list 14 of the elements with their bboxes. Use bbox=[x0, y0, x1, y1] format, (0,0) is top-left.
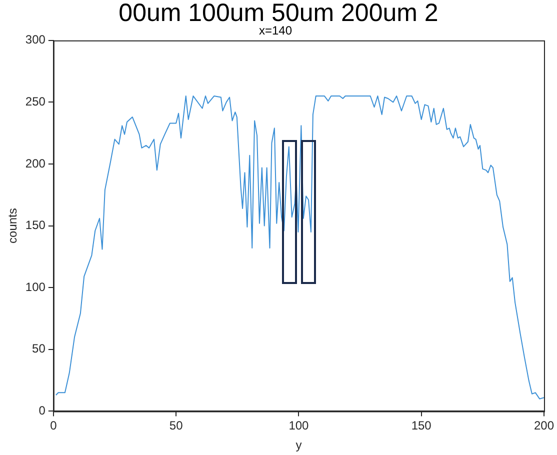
y-tick-label: 50 bbox=[32, 342, 46, 356]
y-tick-label: 300 bbox=[25, 32, 46, 47]
x-tick-label: 100 bbox=[288, 418, 310, 433]
x-tick-label: 200 bbox=[534, 418, 554, 433]
y-tick-label: 250 bbox=[25, 94, 46, 109]
y-tick-label: 150 bbox=[25, 218, 46, 232]
x-tick-label: 0 bbox=[50, 418, 58, 433]
y-axis-title: counts bbox=[6, 208, 20, 244]
x-tick-label: 50 bbox=[169, 418, 184, 433]
y-tick-label: 0 bbox=[38, 404, 46, 418]
x-axis-title: y bbox=[296, 438, 302, 452]
x-tick-label: 150 bbox=[411, 418, 432, 433]
y-tick-label: 100 bbox=[25, 280, 46, 294]
y-tick-label: 200 bbox=[25, 156, 46, 170]
